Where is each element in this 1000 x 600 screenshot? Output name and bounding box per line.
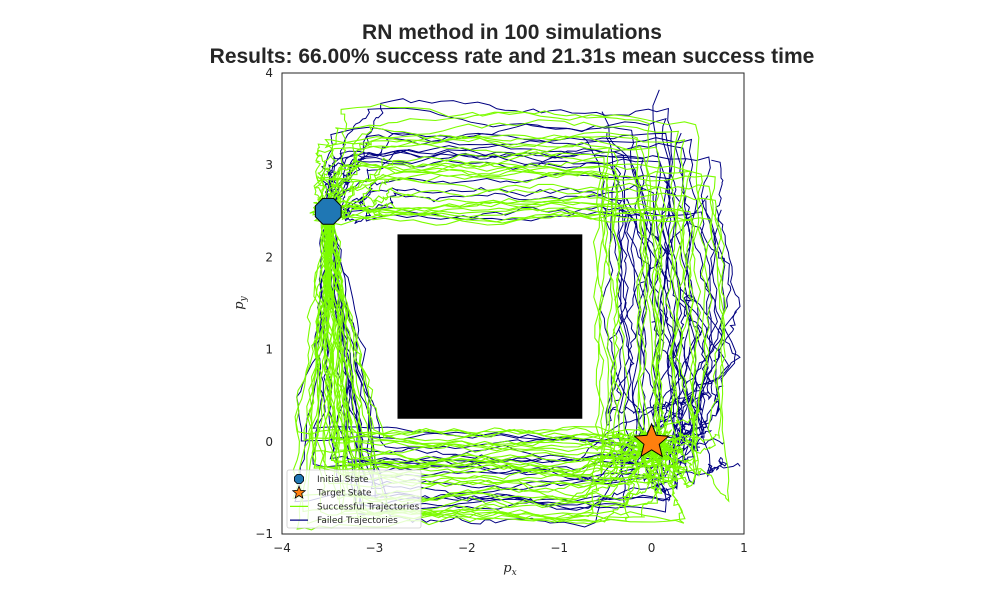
x-tick-label: −1: [550, 541, 568, 555]
failed-trajectory: [331, 208, 728, 478]
legend-octagon-icon: [293, 473, 305, 485]
successful-trajectory: [322, 211, 653, 452]
chart-title-line-2: Results: 66.00% success rate and 21.31s …: [210, 45, 815, 68]
y-tick-label: 0: [265, 435, 273, 449]
successful-trajectory: [326, 212, 660, 507]
legend-item: Target State: [291, 485, 372, 499]
successful-trajectory: [327, 131, 660, 470]
legend-label: Target State: [316, 489, 372, 499]
x-tick-label: 0: [648, 541, 656, 555]
successful-trajectory: [319, 209, 678, 488]
successful-trajectory: [331, 212, 660, 445]
y-axis-label: py: [232, 295, 249, 309]
successful-trajectory: [325, 157, 699, 465]
legend-item: Failed Trajectories: [290, 516, 398, 526]
successful-trajectory: [328, 162, 652, 468]
successful-trajectory: [330, 192, 727, 454]
successful-trajectory: [295, 208, 652, 443]
failed-trajectory: [326, 134, 712, 407]
successful-trajectory: [296, 210, 653, 531]
x-tick-label: −2: [458, 541, 476, 555]
x-tick-label: −3: [366, 541, 384, 555]
successful-trajectory: [326, 214, 653, 515]
legend: Initial State Target State Successful Traj…: [286, 469, 422, 529]
failed-trajectory: [327, 145, 726, 415]
target-state-marker: [633, 422, 670, 458]
legend-item: Successful Trajectories: [290, 502, 420, 512]
legend-label: Successful Trajectories: [317, 502, 420, 512]
legend-box: [286, 469, 422, 529]
x-tick-label: 1: [740, 541, 748, 555]
y-tick-label: 2: [265, 250, 273, 264]
failed-trajectory: [324, 132, 737, 468]
successful-trajectory: [322, 209, 679, 481]
x-tick-label: −4: [273, 541, 291, 555]
x-axis-label: px: [503, 561, 516, 578]
y-tick-label: 4: [265, 66, 273, 80]
successful-trajectory: [313, 163, 703, 485]
y-axis-ticks: −1 0 1 2 3 4: [255, 66, 273, 541]
y-tick-label: 1: [265, 343, 273, 357]
successful-trajectory: [314, 134, 686, 484]
successful-trajectory: [331, 170, 726, 446]
legend-label: Failed Trajectories: [317, 516, 398, 526]
successful-trajectory: [325, 207, 652, 473]
legend-item: Initial State: [293, 473, 369, 485]
successful-trajectory: [327, 213, 658, 496]
legend-star-icon: [291, 485, 307, 499]
successful-trajectory: [327, 177, 730, 503]
successful-trajectory: [328, 209, 666, 506]
y-tick-label: −1: [255, 527, 273, 541]
legend-label: Initial State: [317, 475, 369, 485]
chart-title-line-1: RN method in 100 simulations: [362, 21, 662, 44]
successful-trajectory: [315, 208, 653, 523]
successful-trajectory: [328, 208, 654, 487]
successful-trajectory: [325, 151, 652, 449]
initial-state-marker: [314, 197, 342, 225]
plot-frame: [281, 72, 745, 535]
obstacle: [397, 234, 583, 419]
successful-trajectories: [292, 103, 730, 531]
state-markers: [314, 197, 670, 458]
x-axis-ticks: −4 −3 −2 −1 0 1: [273, 541, 748, 555]
successful-trajectory: [324, 103, 709, 443]
obstacle-layer: [397, 234, 583, 419]
successful-trajectory: [321, 209, 686, 522]
y-tick-label: 3: [265, 158, 273, 172]
